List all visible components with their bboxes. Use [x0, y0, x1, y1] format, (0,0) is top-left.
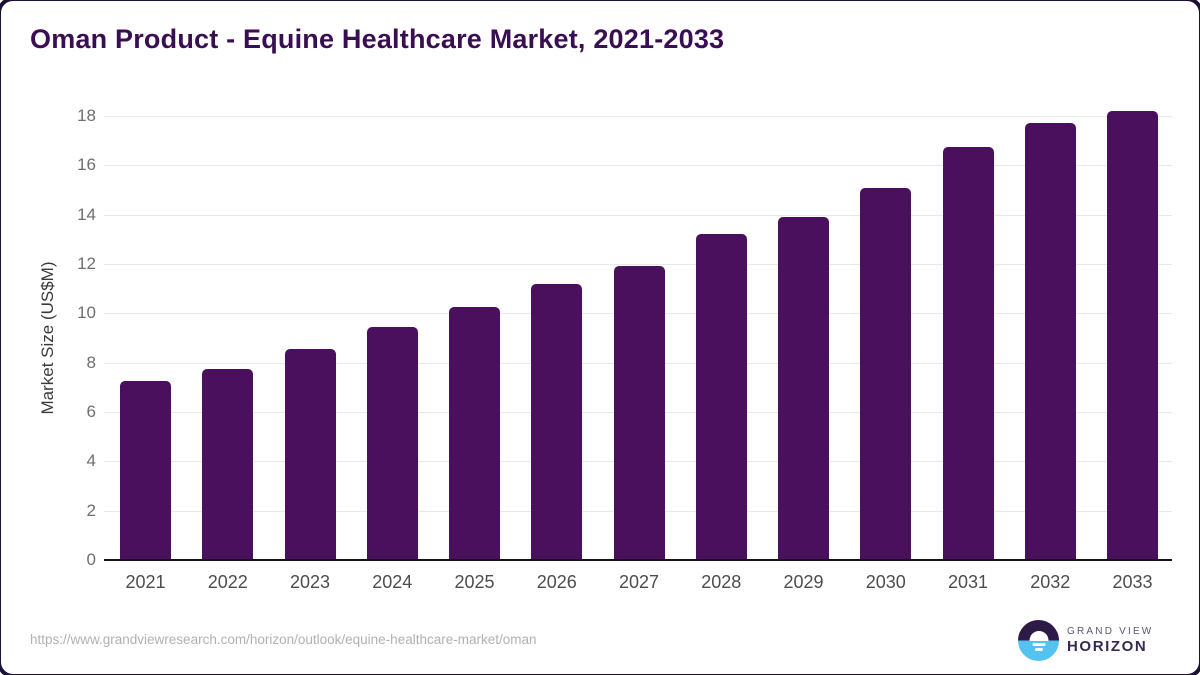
bar-2022 [202, 368, 254, 560]
bar-2024 [366, 326, 418, 560]
bar-2027 [613, 266, 665, 560]
logo-text: GRAND VIEW HORIZON [1067, 626, 1153, 655]
x-axis-label-2025: 2025 [454, 572, 495, 592]
logo-text-horizon: HORIZON [1067, 638, 1148, 655]
x-axis-label-2026: 2026 [536, 572, 577, 592]
page-title: Oman Product - Equine Healthcare Market,… [30, 24, 725, 54]
y-tick-label: 12 [77, 254, 96, 273]
bar-2029 [778, 217, 829, 560]
bar-2030 [860, 187, 912, 560]
y-tick-label: 14 [77, 204, 96, 224]
bar-2028 [695, 234, 747, 560]
y-tick-label: 6 [86, 402, 96, 421]
x-axis-label-2029: 2029 [783, 572, 824, 592]
x-axis-label-2021: 2021 [125, 572, 166, 592]
gridline [104, 116, 1172, 117]
y-tick-label: 10 [77, 303, 96, 323]
bar-2021 [120, 381, 171, 560]
y-tick-label: 8 [86, 352, 96, 372]
bar-2032 [1024, 123, 1076, 560]
bar-2026 [531, 283, 583, 560]
gridline [104, 165, 1172, 167]
source-url: https://www.grandviewresearch.com/horizo… [30, 632, 537, 647]
x-axis-label-2028: 2028 [701, 572, 742, 592]
grandview-logo: GRAND VIEW HORIZON [1018, 620, 1153, 661]
x-axis-label-2024: 2024 [372, 572, 413, 592]
sun-dome-shape [1029, 630, 1048, 641]
bar-2031 [942, 146, 994, 560]
x-axis-line [104, 559, 1172, 561]
bar-2023 [284, 349, 336, 560]
reflection-dash [1034, 648, 1043, 651]
x-axis-label-2022: 2022 [207, 572, 248, 592]
x-axis-label-2030: 2030 [865, 572, 906, 592]
horizon-sunrise-icon [1018, 620, 1059, 661]
bar-2033 [1107, 111, 1158, 560]
y-tick-label: 2 [86, 500, 96, 520]
y-tick-label: 0 [86, 550, 96, 569]
x-axis-label-2027: 2027 [618, 572, 660, 592]
x-axis-label-2032: 2032 [1030, 572, 1071, 592]
x-axis-label-2031: 2031 [947, 572, 989, 592]
bar-2025 [449, 307, 500, 560]
y-tick-label: 16 [77, 155, 96, 175]
y-axis-title: Market Size (US$M) [38, 261, 57, 415]
y-tick-label: 4 [86, 451, 96, 471]
x-axis-label-2023: 2023 [289, 572, 331, 592]
logo-text-grand-view: GRAND VIEW [1067, 626, 1154, 637]
x-axis-label-2033: 2033 [1112, 572, 1153, 592]
gridline [104, 264, 1172, 265]
reflection-dash [1032, 643, 1045, 646]
y-tick-label: 18 [77, 106, 96, 125]
gridline [104, 214, 1172, 216]
